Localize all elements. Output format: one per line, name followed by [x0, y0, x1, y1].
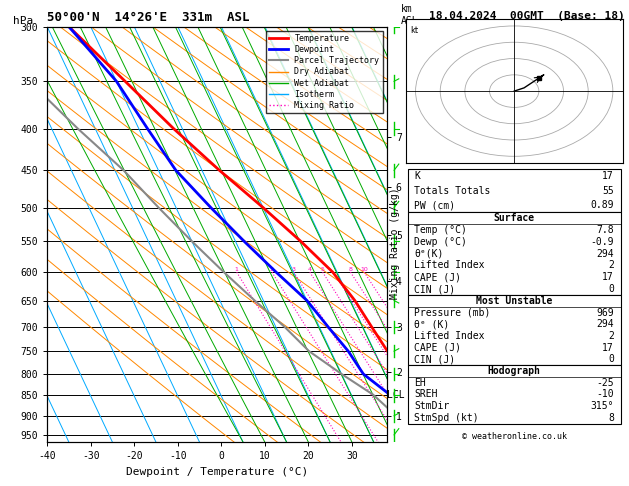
Text: Dewp (°C): Dewp (°C): [415, 237, 467, 247]
Text: 17: 17: [603, 272, 614, 282]
Text: 10: 10: [360, 267, 368, 272]
Text: 17: 17: [603, 343, 614, 352]
Text: 0.89: 0.89: [591, 200, 614, 210]
Bar: [408, 169, 621, 212]
Text: 8: 8: [348, 267, 352, 272]
Text: Temp (°C): Temp (°C): [415, 225, 467, 235]
Text: StmDir: StmDir: [415, 401, 450, 411]
Text: LCL: LCL: [387, 390, 404, 399]
Text: 2: 2: [608, 331, 614, 341]
Text: 315°: 315°: [591, 401, 614, 411]
Text: 0: 0: [608, 284, 614, 294]
Text: km
ASL: km ASL: [401, 4, 418, 26]
Text: 2: 2: [270, 267, 274, 272]
Text: -25: -25: [596, 378, 614, 388]
Text: © weatheronline.co.uk: © weatheronline.co.uk: [462, 432, 567, 441]
Text: Hodograph: Hodograph: [487, 366, 541, 376]
Text: -10: -10: [596, 389, 614, 399]
Text: kt: kt: [411, 26, 419, 35]
Text: 7.8: 7.8: [596, 225, 614, 235]
Text: 17: 17: [603, 172, 614, 181]
Text: CIN (J): CIN (J): [415, 354, 455, 364]
Bar: [408, 212, 621, 295]
Text: 55: 55: [603, 186, 614, 196]
Text: EH: EH: [415, 378, 426, 388]
Text: 1: 1: [235, 267, 238, 272]
Text: 294: 294: [596, 249, 614, 259]
Text: hPa: hPa: [13, 16, 33, 26]
Text: 0: 0: [608, 354, 614, 364]
Text: 8: 8: [608, 413, 614, 423]
Bar: [408, 295, 621, 365]
Text: Totals Totals: Totals Totals: [415, 186, 491, 196]
Text: 969: 969: [596, 308, 614, 317]
Text: 294: 294: [596, 319, 614, 329]
Bar: [408, 365, 621, 424]
Text: Surface: Surface: [494, 213, 535, 223]
Text: CAPE (J): CAPE (J): [415, 343, 462, 352]
Text: CIN (J): CIN (J): [415, 284, 455, 294]
Text: 3: 3: [292, 267, 296, 272]
Text: SREH: SREH: [415, 389, 438, 399]
Text: CAPE (J): CAPE (J): [415, 272, 462, 282]
Text: 5: 5: [321, 267, 325, 272]
Text: Most Unstable: Most Unstable: [476, 296, 552, 306]
Text: 2: 2: [608, 260, 614, 270]
Text: 18.04.2024  00GMT  (Base: 18): 18.04.2024 00GMT (Base: 18): [429, 11, 625, 21]
Text: Lifted Index: Lifted Index: [415, 260, 485, 270]
Text: Pressure (mb): Pressure (mb): [415, 308, 491, 317]
Text: Lifted Index: Lifted Index: [415, 331, 485, 341]
Text: θᵉ(K): θᵉ(K): [415, 249, 444, 259]
X-axis label: Dewpoint / Temperature (°C): Dewpoint / Temperature (°C): [126, 467, 308, 477]
Text: StmSpd (kt): StmSpd (kt): [415, 413, 479, 423]
Text: K: K: [415, 172, 420, 181]
Text: -0.9: -0.9: [591, 237, 614, 247]
Text: 50°00'N  14°26'E  331m  ASL: 50°00'N 14°26'E 331m ASL: [47, 11, 250, 24]
Text: 4: 4: [308, 267, 312, 272]
Legend: Temperature, Dewpoint, Parcel Trajectory, Dry Adiabat, Wet Adiabat, Isotherm, Mi: Temperature, Dewpoint, Parcel Trajectory…: [266, 31, 382, 113]
Text: θᵉ (K): θᵉ (K): [415, 319, 450, 329]
Text: PW (cm): PW (cm): [415, 200, 455, 210]
Text: Mixing Ratio (g/kg): Mixing Ratio (g/kg): [390, 187, 400, 299]
